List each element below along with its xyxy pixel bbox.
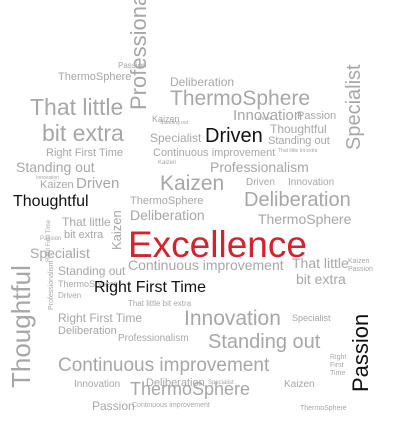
word-thermosphere: ThermoSphere (258, 211, 352, 227)
word-right: Right (330, 354, 347, 361)
word-standing-out: Standing out (16, 159, 95, 175)
word-deliberation: Deliberation (170, 75, 235, 89)
word-passion: Passion (118, 61, 147, 70)
word-first: First (330, 362, 344, 369)
word-bit-extra: bit extra (64, 229, 104, 241)
word-bit-extra: bit extra (42, 120, 124, 146)
word-right-first-time-bold: Right First Time (94, 279, 207, 296)
word-passion: Passion (348, 266, 373, 273)
word-standing-out-big: Standing out (208, 331, 321, 353)
word-thermosphere-big: ThermoSphere (130, 379, 251, 399)
word-innovation: Innovation (233, 107, 303, 124)
word-innovation-big: Innovation (184, 307, 281, 330)
word-driven: Driven (76, 175, 120, 192)
word-standing-out: Standing out (160, 120, 189, 126)
word-innovation: Innovation (288, 177, 335, 188)
word-specialist-vertical: Specialist (343, 64, 365, 150)
word-right-first-time: Right First Time (46, 147, 124, 159)
word-kaizen: Kaizen (158, 160, 177, 166)
word-thermosphere: ThermoSphere (300, 405, 347, 412)
word-specialist: Specialist (292, 313, 331, 323)
word-kaizen-big: Kaizen (160, 172, 225, 195)
word-passion: Passion (40, 236, 62, 242)
word-driven: Driven (205, 125, 263, 147)
word-kaizen: Kaizen (40, 179, 74, 191)
word-standing-out: Standing out (58, 264, 126, 278)
word-continuous-improvement: Continuous improvement (132, 402, 210, 409)
word-professionalism: Professionalism (210, 159, 309, 175)
word-bit-extra: bit extra (296, 271, 346, 287)
word-kaizen: Kaizen (284, 379, 315, 390)
word-that-little: That little (62, 215, 111, 229)
word-driven: Driven (58, 291, 82, 300)
word-specialist: Specialist (30, 245, 90, 261)
word-driven: Driven (258, 116, 273, 122)
word-deliberation: Deliberation (146, 377, 205, 389)
word-deliberation: Deliberation (58, 325, 117, 337)
word-innovation: Innovation (36, 175, 60, 181)
word-continuous-improvement: Continuous improvement (153, 147, 276, 159)
word-kaizen: Kaizen (152, 114, 180, 124)
word-thermosphere: ThermoSphere (58, 279, 119, 289)
word-professionalism-vertical-small: Professionalism (48, 260, 55, 310)
word-driven: Driven (246, 177, 275, 188)
word-that-little-bit-extra: That little bit extra (128, 299, 192, 308)
word-professionalism: Professionalism (118, 333, 189, 344)
word-right-first-time: Right First Time (58, 311, 143, 325)
word-specialist: Specialist (208, 380, 234, 386)
word-passion: Passion (92, 399, 135, 413)
word-thoughtful: Thoughtful (270, 122, 327, 136)
word-specialist: Specialist (150, 131, 202, 145)
word-excellence: Excellence (128, 224, 307, 265)
word-thermosphere: ThermoSphere (170, 87, 311, 110)
word-kaizen-vertical: Kaizen (109, 210, 124, 250)
word-that-little-bit-extra: That little bit extra (278, 148, 318, 154)
word-continuous-improvement: Continuous improvement (128, 257, 284, 273)
word-passion: Passion (297, 110, 337, 122)
word-thermosphere: ThermoSphere (130, 195, 204, 207)
word-standing-out: Standing out (268, 135, 330, 147)
word-deliberation-big: Deliberation (244, 189, 351, 211)
word-kaizen: Kaizen (348, 258, 370, 265)
word-thoughtful-bold: Thoughtful (13, 193, 89, 210)
word-time: Time (330, 370, 346, 377)
word-deliberation: Deliberation (130, 207, 205, 223)
word-continuous-improvement-big: Continuous improvement (58, 355, 270, 376)
word-professionalism-vertical: Professionalism (126, 0, 151, 110)
word-that-little: That little (292, 255, 349, 271)
word-thoughtful-vertical: Thoughtful (6, 265, 36, 388)
word-passion-vertical: Passion (348, 313, 373, 392)
word-that-little: That little (30, 94, 124, 120)
word-innovation: Innovation (74, 379, 121, 390)
word-thermosphere: ThermoSphere (58, 71, 132, 83)
